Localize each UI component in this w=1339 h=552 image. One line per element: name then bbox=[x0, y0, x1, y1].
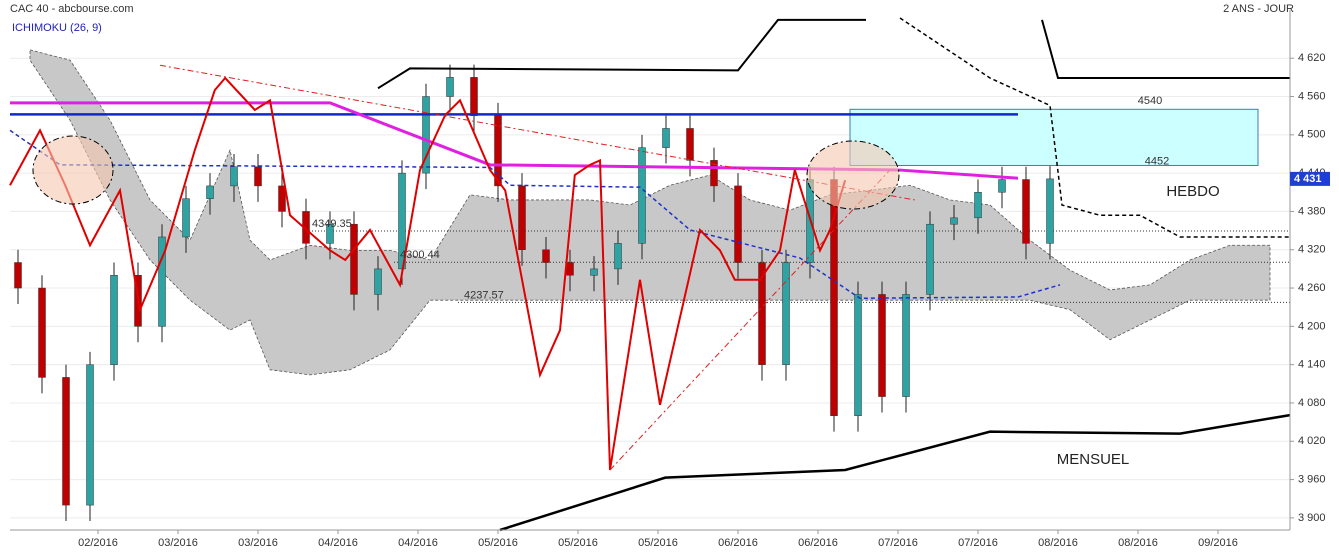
level-label: 4349.35 bbox=[312, 218, 352, 230]
overlay-line bbox=[499, 413, 1291, 532]
candle-body bbox=[278, 185, 286, 212]
kumo-cloud bbox=[29, 49, 1271, 376]
level-label: 4300.44 bbox=[400, 249, 440, 261]
candle-body bbox=[350, 223, 358, 295]
highlight-ellipse bbox=[32, 135, 114, 205]
x-tick-label: 07/2016 bbox=[958, 537, 998, 549]
candle-body bbox=[182, 198, 190, 238]
candle-body bbox=[86, 364, 94, 506]
candle-body bbox=[158, 236, 166, 327]
y-tick-label: 4 080 bbox=[1298, 397, 1326, 409]
candle-body bbox=[614, 243, 622, 270]
x-tick-label: 08/2016 bbox=[1118, 537, 1158, 549]
level-label: 4237.57 bbox=[464, 289, 504, 301]
price-tag bbox=[1290, 171, 1330, 186]
y-tick-label: 4 140 bbox=[1298, 359, 1326, 371]
candle-body bbox=[686, 128, 694, 161]
overlay-line bbox=[899, 17, 1290, 238]
y-tick-label: 4 260 bbox=[1298, 282, 1326, 294]
axis-panel bbox=[1290, 10, 1339, 552]
x-tick-label: 03/2016 bbox=[158, 537, 198, 549]
candle-body bbox=[518, 185, 526, 250]
candle-body bbox=[326, 223, 334, 244]
candle-body bbox=[758, 262, 766, 365]
y-tick-label: 4 380 bbox=[1298, 205, 1326, 217]
candle-body bbox=[38, 287, 46, 378]
candle-body bbox=[638, 147, 646, 244]
x-tick-label: 08/2016 bbox=[1038, 537, 1078, 549]
overlay-line bbox=[159, 64, 915, 201]
x-tick-label: 05/2016 bbox=[638, 537, 678, 549]
candle-body bbox=[902, 294, 910, 397]
y-tick-label: 4 620 bbox=[1298, 52, 1326, 64]
x-tick-label: 06/2016 bbox=[718, 537, 758, 549]
x-tick-label: 06/2016 bbox=[798, 537, 838, 549]
x-tick-label: 09/2016 bbox=[1198, 537, 1238, 549]
candle-body bbox=[446, 77, 454, 97]
back-layer bbox=[10, 49, 1290, 519]
y-tick-label: 4 560 bbox=[1298, 90, 1326, 102]
candle-body bbox=[14, 262, 22, 289]
overlay-line bbox=[9, 76, 847, 471]
overlay-line bbox=[9, 129, 1061, 300]
y-tick-label: 4 020 bbox=[1298, 435, 1326, 447]
candle-body bbox=[566, 262, 574, 276]
candle-body bbox=[974, 192, 982, 219]
x-tick-label: 03/2016 bbox=[238, 537, 278, 549]
overlay-line bbox=[377, 18, 866, 90]
y-tick-label: 4 200 bbox=[1298, 320, 1326, 332]
candle-body bbox=[662, 128, 670, 148]
overlay-line bbox=[1041, 19, 1290, 80]
x-tick-label: 02/2016 bbox=[78, 537, 118, 549]
x-tick-label: 05/2016 bbox=[558, 537, 598, 549]
candle-body bbox=[878, 294, 886, 397]
candle-body bbox=[926, 223, 934, 295]
x-tick-label: 07/2016 bbox=[878, 537, 918, 549]
candle-body bbox=[1022, 179, 1030, 244]
plot-layer bbox=[9, 17, 1291, 532]
x-tick-label: 04/2016 bbox=[398, 537, 438, 549]
candle-body bbox=[230, 166, 238, 187]
candle-body bbox=[1046, 178, 1054, 244]
candle-body bbox=[854, 294, 862, 416]
candle-body bbox=[494, 115, 502, 187]
annotation: HEBDO bbox=[1166, 183, 1219, 200]
candle-body bbox=[254, 166, 262, 187]
chart-title: CAC 40 - abcbourse.com bbox=[10, 3, 134, 15]
zone-label: 4452 bbox=[1145, 155, 1169, 167]
candle-body bbox=[734, 185, 742, 263]
x-tick-label: 05/2016 bbox=[478, 537, 518, 549]
highlight-ellipse bbox=[806, 140, 900, 210]
candle-body bbox=[542, 249, 550, 263]
candle-body bbox=[422, 96, 430, 174]
overlay-line bbox=[609, 169, 891, 471]
period: 2 ANS - JOUR bbox=[1223, 3, 1294, 15]
price-tag-label: 4 431 bbox=[1294, 173, 1322, 185]
y-tick-label: 3 960 bbox=[1298, 473, 1326, 485]
candle-body bbox=[470, 77, 478, 116]
x-tick-label: 04/2016 bbox=[318, 537, 358, 549]
y-tick-label: 4 500 bbox=[1298, 129, 1326, 141]
indicator-label: ICHIMOKU (26, 9) bbox=[12, 22, 102, 34]
candle-body bbox=[710, 160, 718, 187]
candle-body bbox=[110, 275, 118, 365]
zone-label: 4540 bbox=[1138, 95, 1162, 107]
candle-body bbox=[206, 185, 214, 199]
candle-body bbox=[998, 179, 1006, 193]
y-tick-label: 4 320 bbox=[1298, 244, 1326, 256]
candle-body bbox=[590, 268, 598, 276]
candle-body bbox=[950, 217, 958, 225]
candle-body bbox=[374, 268, 382, 295]
overlay-line bbox=[10, 101, 1019, 180]
candle-body bbox=[782, 262, 790, 365]
candle-body bbox=[62, 377, 70, 506]
annotation: MENSUEL bbox=[1057, 451, 1130, 468]
y-tick-label: 3 900 bbox=[1298, 512, 1326, 524]
